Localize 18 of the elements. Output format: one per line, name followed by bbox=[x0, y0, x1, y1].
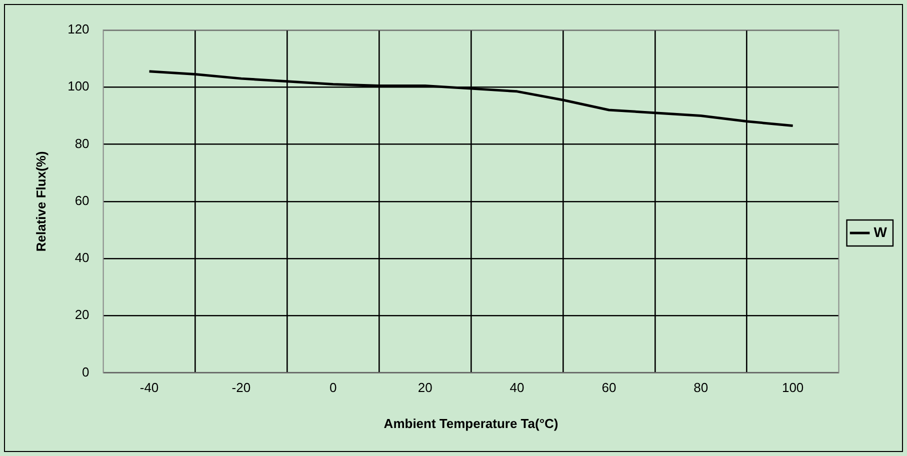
y-tick-label: 100 bbox=[68, 78, 90, 94]
y-tick-label: 40 bbox=[74, 250, 90, 266]
x-tick-label: -20 bbox=[232, 380, 251, 396]
x-axis-title: Ambient Temperature Ta(°C) bbox=[384, 416, 558, 431]
x-tick-label: 40 bbox=[510, 380, 524, 396]
y-axis-title: Relative Flux(%) bbox=[33, 151, 48, 252]
x-tick-label: 60 bbox=[602, 380, 616, 396]
y-tick-label: 60 bbox=[74, 192, 90, 208]
y-tick-label: 80 bbox=[74, 136, 90, 151]
y-tick-label: 0 bbox=[82, 364, 90, 380]
x-tick-label: -40 bbox=[140, 380, 159, 396]
x-tick-label: 100 bbox=[782, 380, 804, 396]
x-tick-label: 0 bbox=[330, 380, 337, 396]
y-tick-label: 120 bbox=[68, 22, 90, 37]
x-tick-label: 20 bbox=[418, 380, 432, 396]
x-tick-label: 80 bbox=[694, 380, 708, 396]
legend-label: W bbox=[874, 224, 888, 240]
y-tick-label: 20 bbox=[74, 307, 90, 322]
